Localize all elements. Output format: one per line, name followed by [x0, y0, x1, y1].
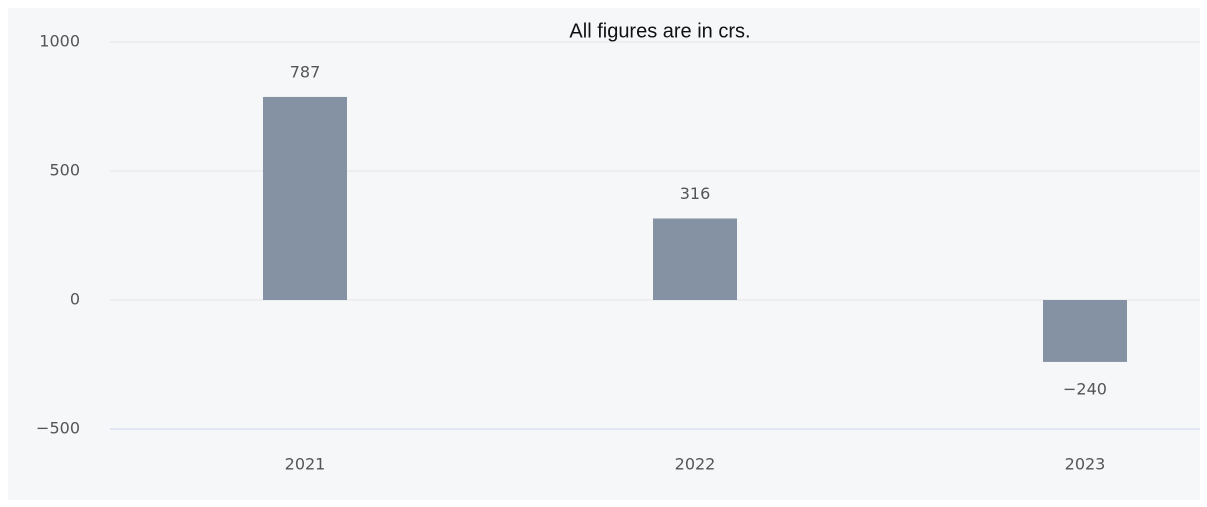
- bar: [263, 96, 347, 300]
- x-tick-label: 2023: [1065, 455, 1106, 474]
- bar: [653, 218, 737, 300]
- chart-title: All figures are in crs.: [569, 20, 750, 42]
- bar: [1043, 300, 1127, 362]
- y-tick-label: 0: [70, 290, 80, 309]
- data-label: −240: [1063, 379, 1107, 398]
- data-label: 787: [290, 62, 321, 81]
- x-tick-label: 2022: [675, 455, 716, 474]
- data-label: 316: [680, 184, 711, 203]
- chart-background: [8, 8, 1200, 500]
- y-tick-label: −500: [36, 419, 80, 438]
- x-tick-label: 2021: [285, 455, 326, 474]
- y-tick-label: 500: [49, 161, 80, 180]
- y-tick-label: 1000: [39, 32, 80, 51]
